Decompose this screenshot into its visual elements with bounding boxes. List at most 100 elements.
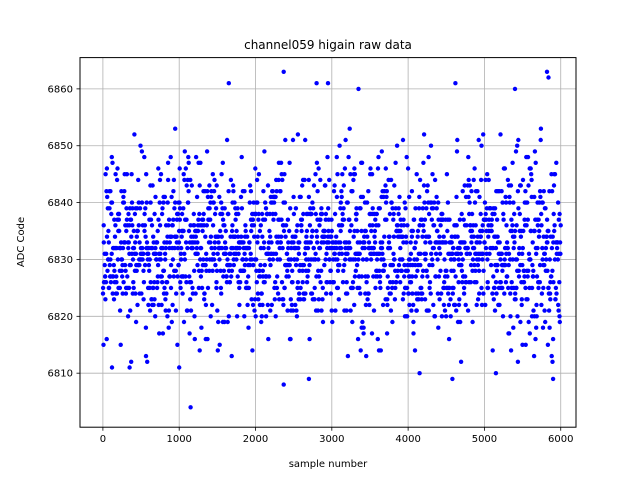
outlier-point [512,86,518,92]
data-point [433,251,439,256]
data-point [419,285,424,291]
data-point [132,211,138,217]
outlier-point [226,81,231,86]
data-point [188,280,194,285]
data-point [481,132,486,137]
data-point [329,308,334,313]
data-point [305,274,310,279]
data-point [538,194,543,200]
outlier-point [546,75,551,80]
data-point [341,217,347,222]
data-point [277,297,282,302]
data-point [139,291,144,296]
data-point [516,251,522,256]
data-point [501,211,506,217]
data-point [463,302,468,308]
data-point [147,285,152,291]
data-point [136,200,141,205]
data-point [441,302,447,308]
data-point [557,314,562,319]
data-point [512,240,517,245]
data-point [506,285,511,291]
outlier-point [109,365,115,370]
data-point [259,314,264,319]
y-tick-label: 6860 [48,84,73,95]
data-point [219,200,224,205]
data-point [434,194,439,200]
data-point [395,274,400,279]
data-point [537,228,542,234]
data-point [479,302,485,308]
data-point [247,262,253,268]
data-point [420,291,425,296]
data-point [557,240,563,245]
data-point [324,251,329,256]
data-point [142,228,147,234]
data-point [254,280,259,285]
data-point [199,285,205,291]
data-point [319,211,325,217]
data-point [477,291,482,296]
chart-title: channel059 higain raw data [244,38,412,52]
data-point [539,302,544,308]
data-point [330,319,335,325]
data-point [544,234,549,239]
data-point [265,302,270,308]
data-point [460,257,465,262]
data-point [510,257,515,262]
data-point [201,211,206,217]
data-point [294,228,299,234]
data-point [370,206,375,211]
data-point [268,262,273,268]
data-point [513,149,519,154]
data-point [197,183,202,188]
data-point [147,268,152,273]
data-point [163,257,168,262]
data-point [126,285,132,291]
data-point [529,177,534,183]
data-point [460,280,465,285]
data-point [169,194,174,200]
data-point [520,245,525,251]
data-point [464,223,469,228]
data-point [112,268,117,273]
data-point [239,154,244,160]
data-point [489,223,494,228]
data-point [482,200,488,205]
data-point [393,285,398,291]
data-point [455,234,460,239]
data-point [435,257,440,262]
data-point [153,314,158,319]
data-point [208,217,213,222]
data-point [142,223,148,228]
data-point [471,234,476,239]
data-points [100,69,563,410]
data-point [463,274,468,279]
data-point [415,228,421,234]
data-point [398,228,403,234]
data-point [430,257,435,262]
data-point [131,228,136,234]
data-point [511,245,516,251]
data-point [478,211,483,217]
data-point [407,257,413,262]
data-point [295,132,301,137]
data-point [151,234,156,239]
data-point [144,172,149,177]
data-point [507,331,512,336]
data-point [160,245,165,251]
data-point [421,228,426,234]
data-point [334,245,339,251]
data-point [323,257,328,262]
data-point [185,200,191,205]
data-point [170,257,176,262]
data-point [421,223,426,228]
data-point [544,257,549,262]
data-point [523,342,528,347]
data-point [389,200,394,205]
data-point [139,200,145,205]
data-point [397,194,402,200]
data-point [383,200,389,205]
data-point [516,274,522,279]
data-point [158,257,163,262]
